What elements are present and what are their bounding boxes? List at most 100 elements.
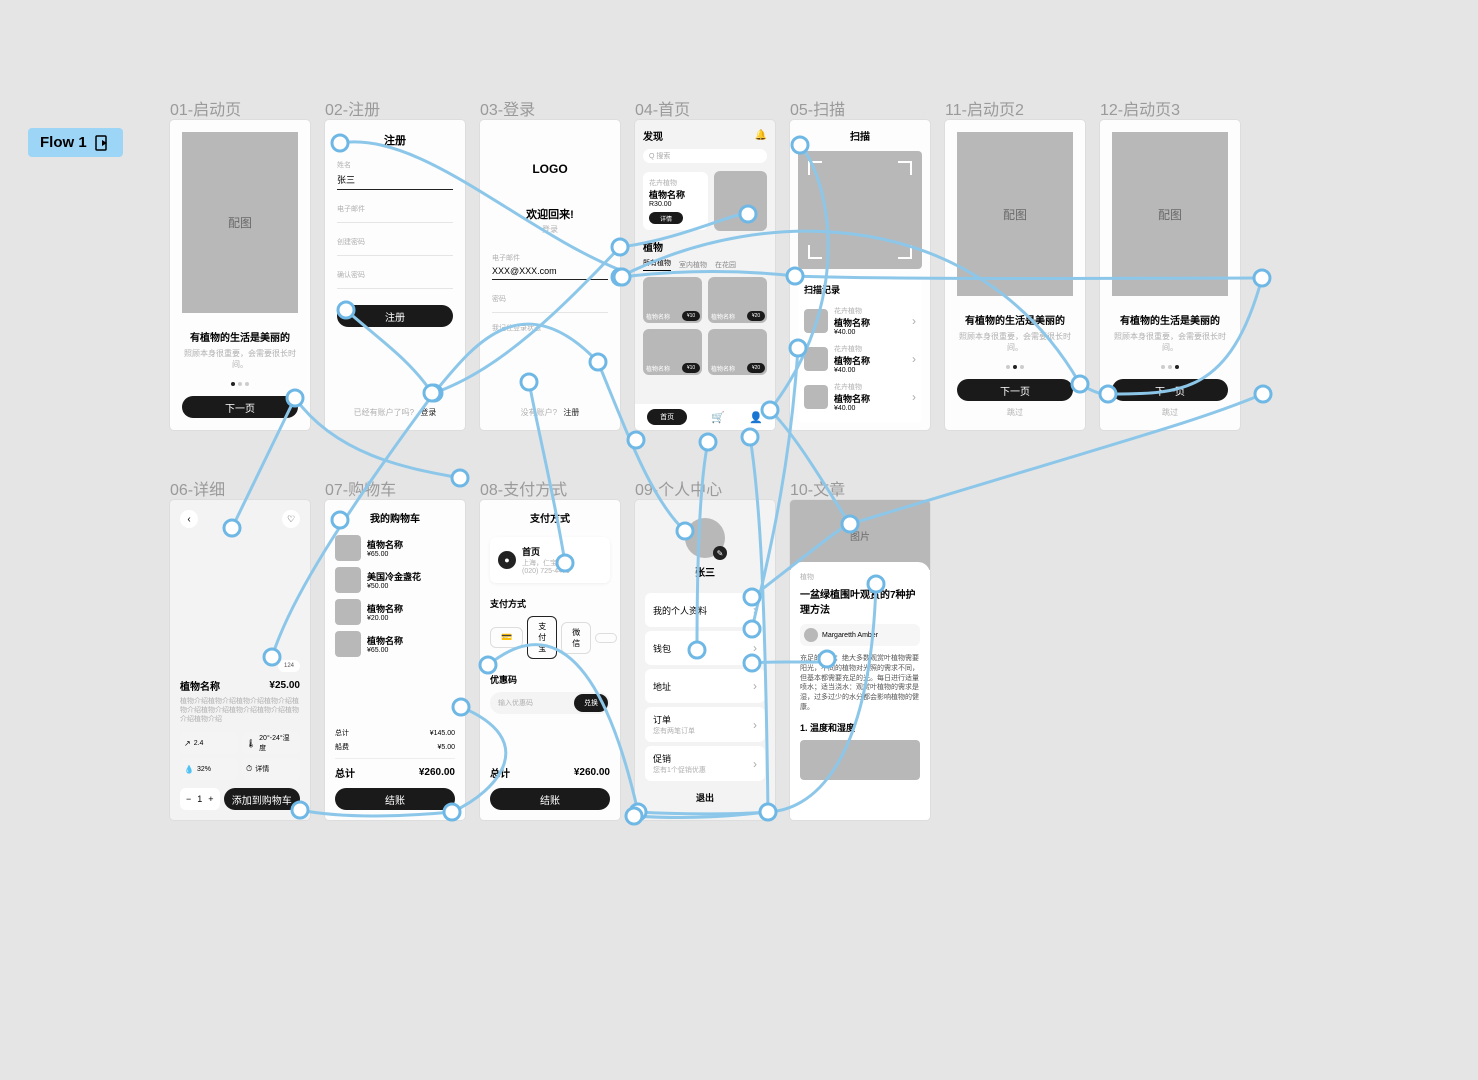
heart-icon[interactable]: ♡	[282, 510, 300, 528]
skip-link[interactable]: 跳过	[1112, 407, 1228, 418]
pay-apple[interactable]	[595, 633, 617, 643]
payment-methods[interactable]: 💳 支付宝 微信	[490, 616, 610, 659]
flow-label[interactable]: Flow 1	[28, 128, 123, 157]
nav-home[interactable]: 首页	[647, 409, 687, 425]
label: 电子邮件	[337, 204, 453, 214]
plant-name: 植物名称	[180, 678, 220, 693]
menu-item[interactable]: 钱包	[645, 631, 765, 665]
article-hero: 图片	[790, 500, 930, 570]
plant-card[interactable]: 植物名称¥10	[643, 277, 702, 323]
plant-card[interactable]: 植物名称¥10	[643, 329, 702, 375]
bottom-nav[interactable]: 首页 🛒 👤	[635, 404, 775, 430]
hero-placeholder: 配图	[957, 132, 1073, 296]
screen-07[interactable]: 我的购物车 植物名称¥65.00 美国冷金盏花¥50.00 植物名称¥20.00…	[325, 500, 465, 820]
pay-alipay[interactable]: 支付宝	[527, 616, 557, 659]
screen-03[interactable]: LOGO 欢迎回来! 登录 电子邮件 XXX@XXX.com 密码 我记住登录状…	[480, 120, 620, 430]
next-button[interactable]: 下一页	[1112, 379, 1228, 401]
menu-item[interactable]: 订单您有两笔订单	[645, 707, 765, 742]
screen-05[interactable]: 扫描 扫描记录 花卉植物植物名称¥40.00 花卉植物植物名称¥40.00 花卉…	[790, 120, 930, 430]
page-title: 扫描	[790, 120, 930, 151]
screen-title: 06-详细	[170, 476, 225, 500]
pay-card[interactable]: 💳	[490, 627, 523, 648]
menu-item[interactable]: 促销您有1个促销优惠	[645, 746, 765, 781]
logout-button[interactable]: 退出	[645, 785, 765, 810]
article-image	[800, 740, 920, 780]
cart-item[interactable]: 植物名称¥65.00	[335, 535, 455, 561]
edit-icon[interactable]: ✎	[713, 546, 727, 560]
card-title: 植物名称	[649, 188, 702, 201]
plant-card[interactable]: 植物名称¥20	[708, 329, 767, 375]
history-item[interactable]: 花卉植物植物名称¥40.00	[804, 302, 916, 340]
screen-02[interactable]: 注册 姓名 张三 电子邮件 创建密码 确认密码 注册 已经有账户了吗? 登录	[325, 120, 465, 430]
hero-placeholder: 配图	[1112, 132, 1228, 296]
screen-10[interactable]: 图片 植物 一盆绿植围叶观赏的7种护理方法 Margaretth Amber 充…	[790, 500, 930, 820]
play-icon	[95, 135, 111, 151]
plant-card[interactable]: 植物名称¥20	[708, 277, 767, 323]
next-button[interactable]: 下一页	[182, 396, 298, 418]
screen-06[interactable]: ‹ ♡ 124 植物名称 ¥25.00 植物介绍植物介绍植物介绍植物介绍植物介绍…	[170, 500, 310, 820]
password-input[interactable]	[492, 304, 608, 313]
screen-12[interactable]: 配图 有植物的生活是美丽的 照顾本身很重要，会需要很长时间。 下一页 跳过	[1100, 120, 1240, 430]
screen-11[interactable]: 配图 有植物的生活是美丽的 照顾本身很重要，会需要很长时间。 下一页 跳过	[945, 120, 1085, 430]
email-input[interactable]	[337, 214, 453, 223]
screen-08[interactable]: 支付方式 ● 首页上海，仁宝大街(020) 725-4479 支付方式 💳 支付…	[480, 500, 620, 820]
coupon-input[interactable]: 输入优惠码	[498, 698, 572, 708]
remember-text[interactable]: 我记住登录状态	[492, 323, 608, 333]
history-item[interactable]: 花卉植物植物名称¥40.00	[804, 378, 916, 416]
cart-item[interactable]: 美国冷金盏花¥50.00	[335, 567, 455, 593]
section-title: 植物	[643, 239, 767, 254]
page-title: 支付方式	[490, 510, 610, 525]
screen-09[interactable]: ✎ 张三 我的个人资料 钱包 地址 订单您有两笔订单 促销您有1个促销优惠 退出	[635, 500, 775, 820]
name-input[interactable]: 张三	[337, 170, 453, 190]
screen-title: 08-支付方式	[480, 476, 567, 500]
checkout-button[interactable]: 结账	[335, 788, 455, 810]
author-name: Margaretth Amber	[822, 632, 878, 639]
screen-01[interactable]: 配图 有植物的生活是美丽的 照顾本身很重要，会需要很长时间。 下一页	[170, 120, 310, 430]
avatar[interactable]: ✎	[685, 518, 725, 558]
history-title: 扫描记录	[804, 283, 916, 296]
tabs[interactable]: 所有植物 室内植物 在花园	[643, 258, 767, 271]
add-cart-button[interactable]: 添加到购物车	[224, 788, 300, 810]
screen-title: 04-首页	[635, 96, 690, 120]
login-link[interactable]: 登录	[420, 408, 436, 417]
email-input[interactable]: XXX@XXX.com	[492, 263, 608, 280]
headline: 有植物的生活是美丽的	[957, 312, 1073, 327]
article-section: 1. 温度和湿度	[800, 721, 920, 734]
plant-desc: 植物介绍植物介绍植物介绍植物介绍植物介绍植物介绍植物介绍植物介绍植物介绍植物介绍	[180, 697, 300, 724]
cart-icon[interactable]: 🛒	[711, 411, 725, 424]
back-button[interactable]: ‹	[180, 510, 198, 528]
subline: 照顾本身很重要，会需要很长时间。	[1112, 331, 1228, 353]
coupon-apply[interactable]: 兑换	[574, 694, 608, 712]
next-button[interactable]: 下一页	[957, 379, 1073, 401]
menu-item[interactable]: 我的个人资料	[645, 593, 765, 627]
screen-title: 07-购物车	[325, 476, 396, 500]
confirm-input[interactable]	[337, 280, 453, 289]
checkout-button[interactable]: 结账	[490, 788, 610, 810]
pay-wechat[interactable]: 微信	[561, 622, 591, 654]
bell-icon[interactable]: 🔔	[755, 130, 767, 141]
register-link[interactable]: 注册	[563, 408, 579, 417]
screen-04[interactable]: 发现 🔔 Q 搜索 花卉植物 植物名称 R30.00 详情 植物 所有植物 室内…	[635, 120, 775, 430]
camera-view[interactable]	[798, 151, 922, 269]
password-input[interactable]	[337, 247, 453, 256]
register-button[interactable]: 注册	[337, 305, 453, 327]
skip-link[interactable]: 跳过	[957, 407, 1073, 418]
prototype-canvas[interactable]: Flow 1 01-启动页 02-注册 03-登录 04-首页 05-扫描 11…	[0, 0, 1478, 1080]
menu-item[interactable]: 地址	[645, 669, 765, 703]
article-title: 一盆绿植围叶观赏的7种护理方法	[800, 586, 920, 616]
search-input[interactable]: Q 搜索	[643, 149, 767, 163]
card-price: R30.00	[649, 201, 702, 208]
user-icon[interactable]: 👤	[749, 411, 763, 424]
hero-image	[714, 171, 767, 231]
article-tag: 植物	[800, 572, 920, 582]
screen-title: 10-文章	[790, 476, 845, 500]
cart-item[interactable]: 植物名称¥20.00	[335, 599, 455, 625]
username: 张三	[695, 564, 715, 579]
detail-button[interactable]: 详情	[649, 212, 683, 224]
history-item[interactable]: 花卉植物植物名称¥40.00	[804, 340, 916, 378]
qty-stepper[interactable]: −1+	[180, 788, 220, 810]
headline: 欢迎回来!	[492, 206, 608, 222]
hero-placeholder: 配图	[182, 132, 298, 313]
cart-item[interactable]: 植物名称¥65.00	[335, 631, 455, 657]
section-label: 支付方式	[490, 597, 610, 610]
